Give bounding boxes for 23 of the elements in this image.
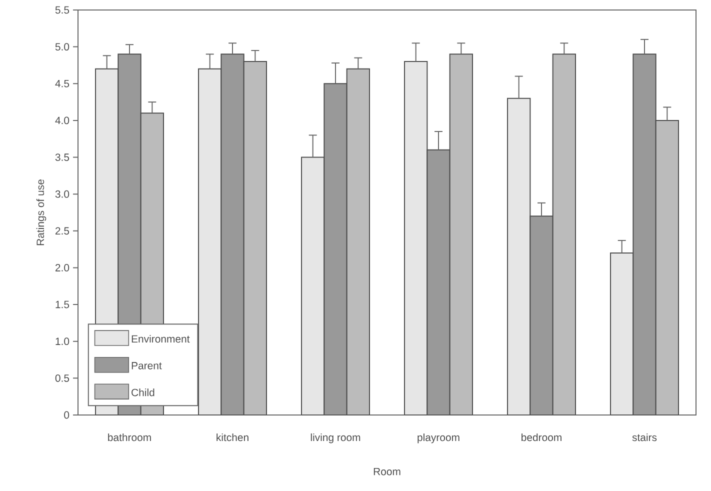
x-tick-label: stairs bbox=[632, 433, 657, 442]
x-tick-label: bedroom bbox=[522, 433, 562, 442]
y-tick-label: 3.5 bbox=[55, 154, 70, 161]
y-tick-label: 5.5 bbox=[55, 6, 70, 14]
legend-label: Environment bbox=[132, 334, 190, 343]
x-axis-title: Room bbox=[374, 468, 400, 476]
x-tick-label: playroom bbox=[418, 433, 460, 444]
x-tick-label: kitchen bbox=[216, 433, 248, 442]
y-axis-title: Ratings of use bbox=[36, 180, 46, 246]
y-tick-label: 4.0 bbox=[55, 116, 70, 124]
y-tick-label: 4.5 bbox=[55, 80, 70, 88]
x-tick-label: living room bbox=[310, 433, 360, 444]
x-tick-label: bathroom bbox=[108, 433, 151, 442]
y-tick-label: 0.5 bbox=[55, 374, 70, 382]
y-tick-label: 2.0 bbox=[55, 264, 70, 272]
y-tick-label: 1.5 bbox=[56, 300, 70, 308]
legend-label: Child bbox=[132, 388, 154, 396]
y-tick-label: 2.5 bbox=[55, 227, 70, 235]
legend-label: Parent bbox=[132, 362, 162, 370]
y-tick-label: 1.0 bbox=[56, 338, 70, 346]
y-tick-label: 0 bbox=[64, 411, 70, 419]
y-tick-label: 5.0 bbox=[55, 43, 70, 51]
y-tick-label: 3.0 bbox=[55, 190, 70, 198]
